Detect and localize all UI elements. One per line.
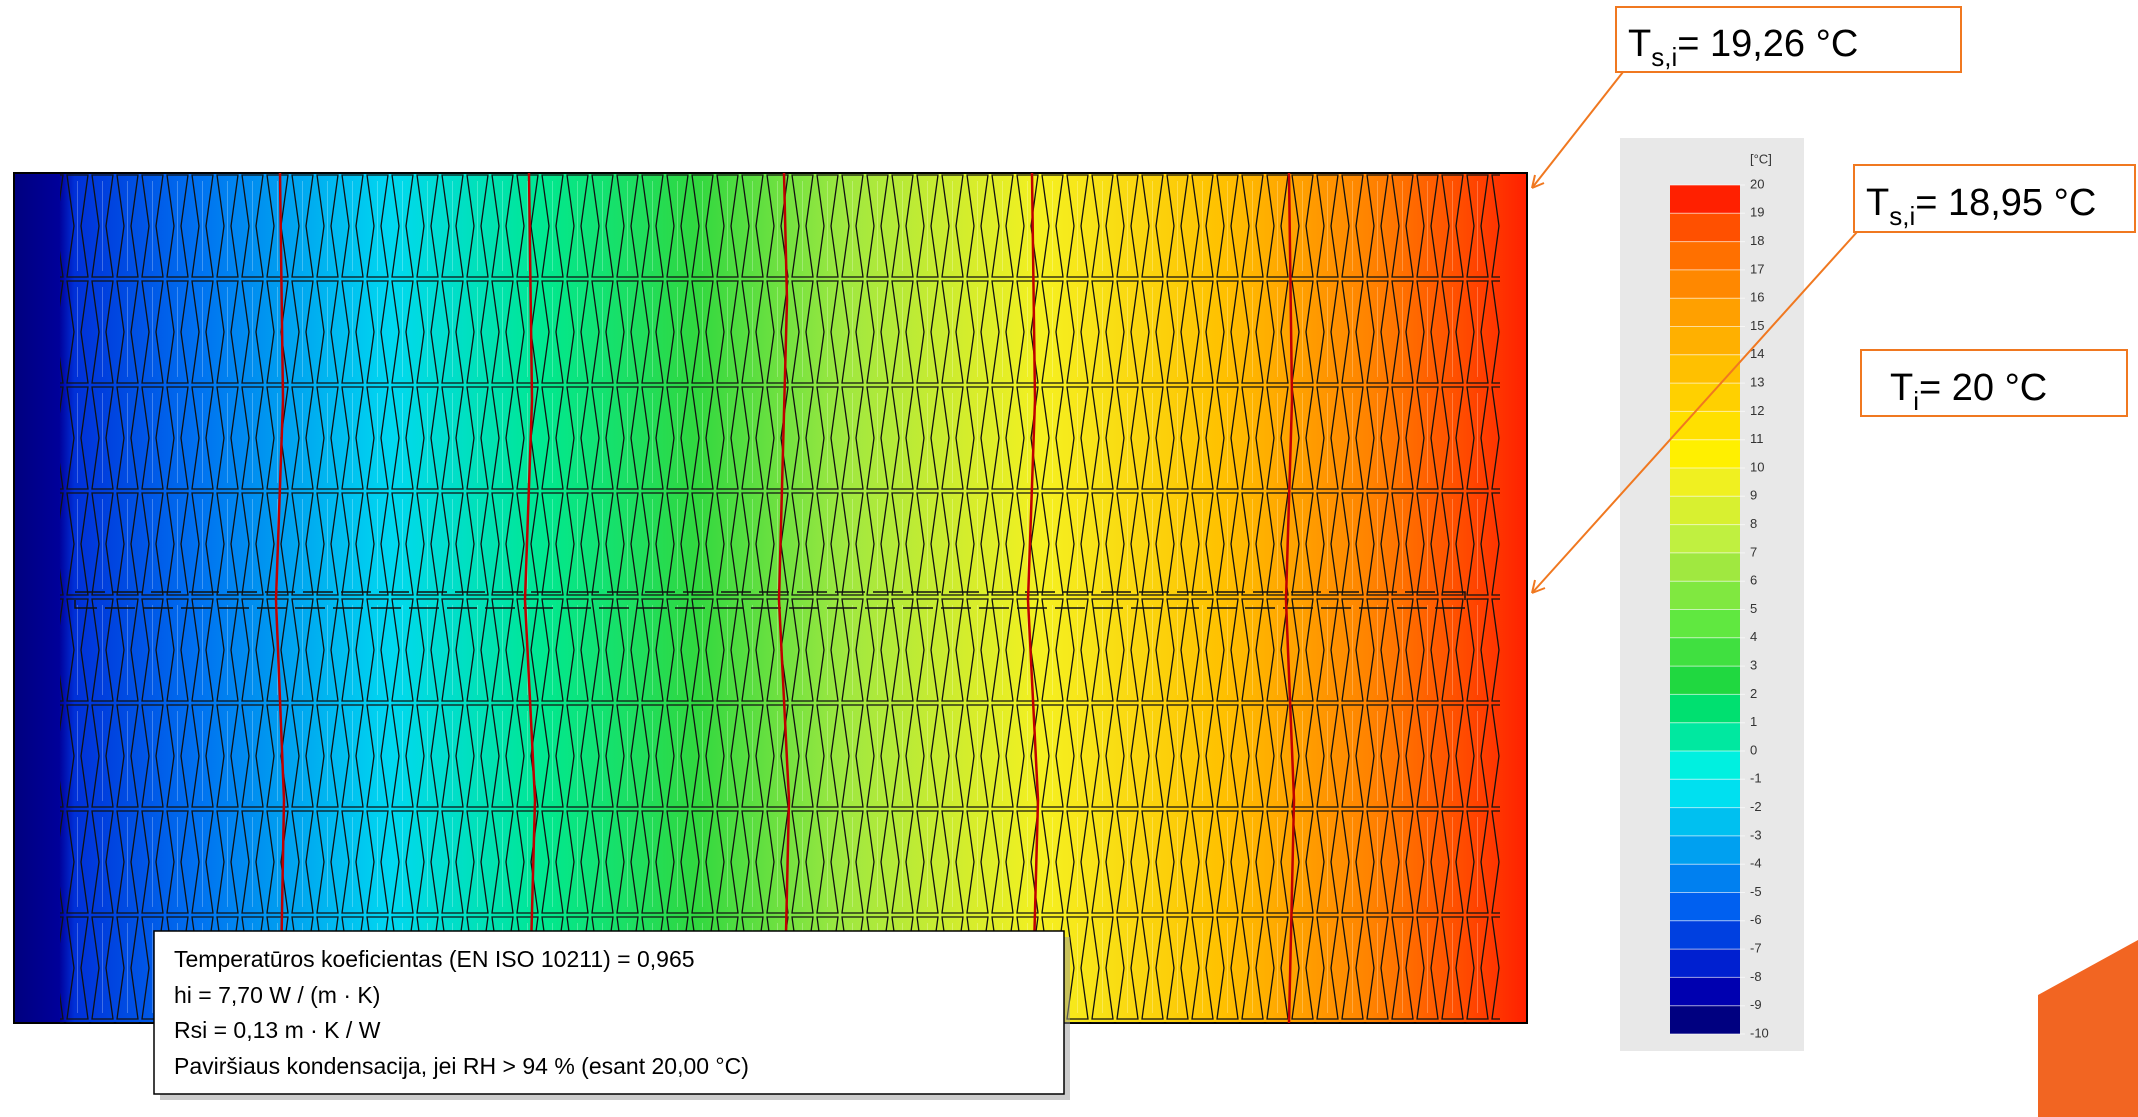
- legend-tick-label: -10: [1750, 1025, 1769, 1040]
- legend-tick-label: 12: [1750, 403, 1764, 418]
- svg-text:Ts,i= 18,95 °C: Ts,i= 18,95 °C: [1866, 182, 2096, 231]
- legend-band: [1670, 496, 1740, 525]
- info-line: Rsi = 0,13 m · K / W: [174, 1017, 381, 1043]
- legend-band: [1670, 213, 1740, 242]
- legend-band: [1670, 354, 1740, 384]
- legend-tick-label: 17: [1750, 261, 1764, 276]
- legend-band: [1670, 694, 1740, 723]
- callout: Ti= 20 °C: [1860, 349, 2128, 417]
- legend-band: [1670, 920, 1740, 950]
- legend-tick-label: -2: [1750, 799, 1762, 814]
- info-line: hi = 7,70 W / (m · K): [174, 982, 380, 1008]
- legend-tick-label: -9: [1750, 997, 1762, 1012]
- legend-band: [1670, 439, 1740, 468]
- legend-tick-label: 7: [1750, 544, 1757, 559]
- subscript: s,i: [1889, 201, 1915, 231]
- value: = 20 °C: [1919, 367, 2047, 409]
- legend-tick-label: 11: [1750, 431, 1764, 446]
- legend-band: [1670, 609, 1740, 638]
- symbol: T: [1866, 182, 1889, 224]
- legend-tick-label: -7: [1750, 941, 1762, 956]
- legend-tick-label: 5: [1750, 601, 1757, 616]
- legend-band: [1670, 552, 1740, 582]
- svg-text:Ts,i= 19,26 °C: Ts,i= 19,26 °C: [1628, 23, 1858, 72]
- legend-band: [1670, 977, 1740, 1006]
- legend-tick-label: 8: [1750, 516, 1757, 531]
- callout: Ts,i= 18,95 °C: [1853, 164, 2136, 233]
- legend-tick-label: 10: [1750, 459, 1764, 474]
- svg-text:Ti= 20 °C: Ti= 20 °C: [1890, 367, 2047, 416]
- legend-band: [1670, 411, 1740, 440]
- value: = 19,26 °C: [1677, 23, 1858, 65]
- legend-band: [1670, 241, 1740, 270]
- callout-arrows: [1531, 71, 1858, 594]
- legend-tick-label: 2: [1750, 686, 1757, 701]
- legend-band: [1670, 326, 1740, 355]
- legend-band: [1670, 751, 1740, 780]
- legend-tick-label: 20: [1750, 176, 1764, 191]
- legend-band: [1670, 185, 1740, 214]
- legend-band: [1670, 468, 1740, 497]
- subscript: s,i: [1651, 42, 1677, 72]
- legend-tick-label: 6: [1750, 573, 1757, 588]
- legend-tick-label: -6: [1750, 912, 1762, 927]
- legend-tick-label: 9: [1750, 488, 1757, 503]
- legend-band: [1670, 892, 1740, 921]
- legend-tick-label: -1: [1750, 771, 1762, 786]
- legend-tick-label: 18: [1750, 233, 1764, 248]
- legend-band: [1670, 807, 1740, 836]
- decor-shape: [2038, 940, 2138, 1117]
- legend-band: [1670, 864, 1740, 893]
- legend-tick-label: 1: [1750, 714, 1757, 729]
- legend-band: [1670, 779, 1740, 808]
- legend-band: [1670, 383, 1740, 412]
- callout: Ts,i= 19,26 °C: [1615, 6, 1962, 73]
- legend-tick-label: 15: [1750, 318, 1764, 333]
- thermal-image: [13, 172, 1528, 1024]
- color-legend: [°C] 20191817161514131211109876543210-1-…: [1620, 138, 1804, 1051]
- legend-band: [1670, 1005, 1740, 1034]
- legend-tick-label: 13: [1750, 375, 1764, 390]
- legend-tick-label: 14: [1750, 346, 1764, 361]
- legend-tick-label: 3: [1750, 658, 1757, 673]
- legend-band: [1670, 298, 1740, 327]
- legend-band: [1670, 666, 1740, 695]
- legend-band: [1670, 949, 1740, 978]
- legend-band: [1670, 835, 1740, 865]
- legend-tick-label: 19: [1750, 205, 1764, 220]
- symbol: T: [1890, 367, 1913, 409]
- subscript: i: [1913, 386, 1919, 416]
- legend-tick-label: -8: [1750, 969, 1762, 984]
- legend-band: [1670, 722, 1740, 751]
- symbol: T: [1628, 23, 1651, 65]
- legend-band: [1670, 524, 1740, 553]
- legend-band: [1670, 581, 1740, 610]
- legend-band: [1670, 637, 1740, 667]
- legend-band: [1670, 269, 1740, 299]
- info-line: Paviršiaus kondensacija, jei RH > 94 % (…: [174, 1053, 749, 1079]
- legend-tick-label: -4: [1750, 856, 1762, 871]
- info-box: Temperatūros koeficientas (EN ISO 10211)…: [153, 930, 1070, 1100]
- legend-tick-label: -5: [1750, 884, 1762, 899]
- value: = 18,95 °C: [1915, 182, 2096, 224]
- legend-tick-label: -3: [1750, 827, 1762, 842]
- legend-tick-label: 16: [1750, 290, 1764, 305]
- legend-unit: [°C]: [1750, 151, 1772, 166]
- info-line: Temperatūros koeficientas (EN ISO 10211)…: [174, 946, 695, 972]
- legend-tick-label: 0: [1750, 742, 1757, 757]
- legend-tick-label: 4: [1750, 629, 1757, 644]
